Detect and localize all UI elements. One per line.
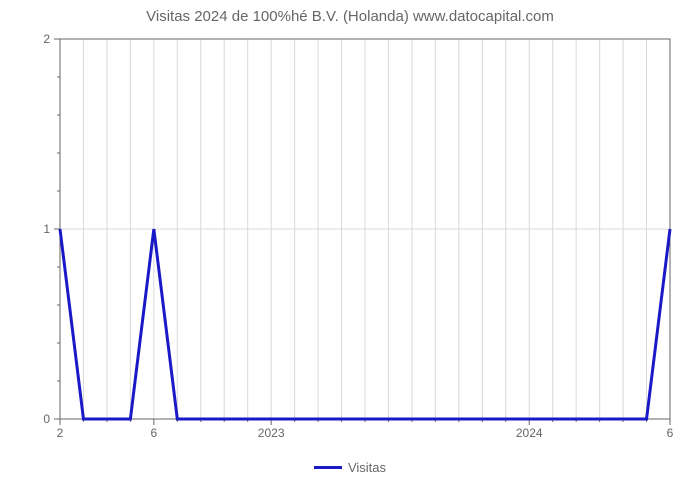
svg-text:0: 0 [43,412,50,426]
chart-area: 0 1 2 2 6 2023 2024 6 [20,29,680,454]
svg-text:2: 2 [43,32,50,46]
line-chart-svg: 0 1 2 2 6 2023 2024 6 [20,29,680,449]
svg-text:2024: 2024 [516,426,543,440]
legend-swatch [314,466,342,469]
svg-text:2: 2 [57,426,64,440]
svg-text:6: 6 [667,426,674,440]
svg-text:6: 6 [151,426,158,440]
svg-text:1: 1 [43,222,50,236]
svg-text:2023: 2023 [258,426,285,440]
legend-label: Visitas [348,460,386,475]
legend: Visitas [314,460,386,475]
chart-title: Visitas 2024 de 100%hé B.V. (Holanda) ww… [146,8,554,25]
